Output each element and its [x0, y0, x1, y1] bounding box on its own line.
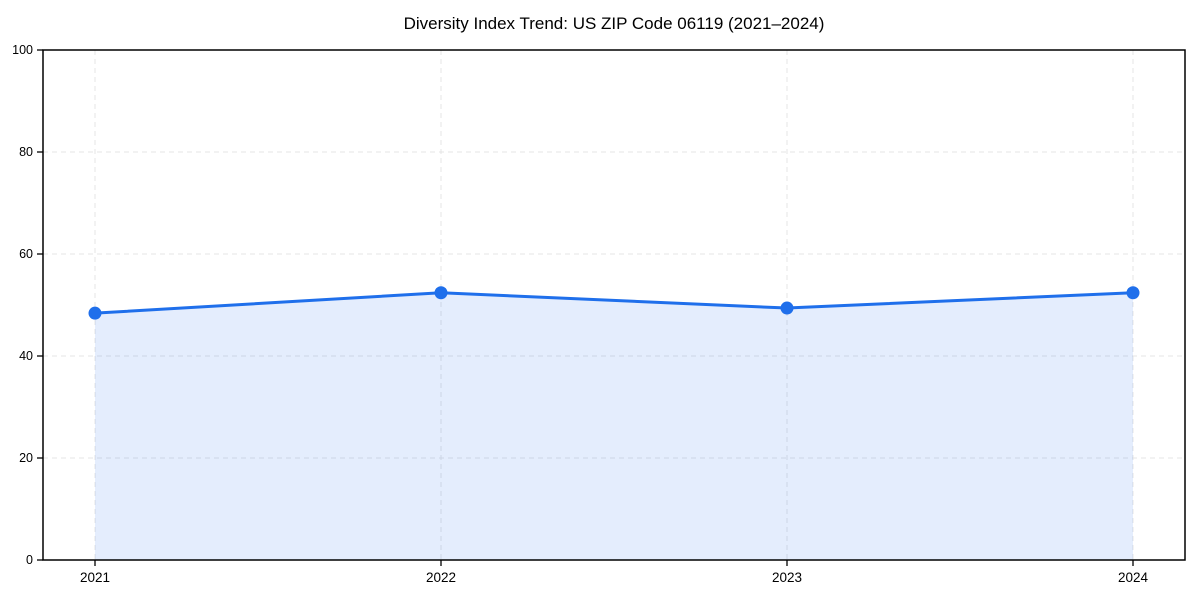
- x-tick-label: 2024: [1118, 570, 1149, 585]
- chart-title: Diversity Index Trend: US ZIP Code 06119…: [403, 14, 825, 33]
- area-fill: [95, 292, 1133, 560]
- x-tick-label: 2022: [426, 570, 456, 585]
- y-tick-label: 100: [12, 43, 33, 57]
- y-tick-label: 80: [19, 145, 33, 159]
- y-tick-label: 40: [19, 349, 33, 363]
- x-tick-label: 2023: [772, 570, 802, 585]
- y-tick-label: 20: [19, 451, 33, 465]
- data-point: [780, 301, 794, 315]
- x-tick-label: 2021: [80, 570, 110, 585]
- trend-line: [93, 291, 1135, 315]
- data-point: [1126, 286, 1140, 300]
- y-tick-label: 0: [26, 553, 33, 567]
- data-point: [88, 306, 102, 320]
- data-point: [434, 286, 448, 300]
- plot-border: [42, 49, 1186, 561]
- y-tick-label: 60: [19, 247, 33, 261]
